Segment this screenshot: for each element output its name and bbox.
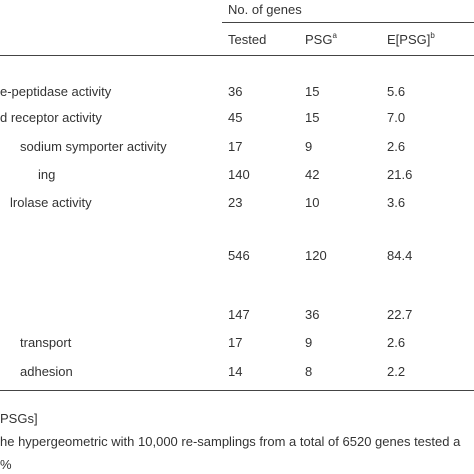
table-bottom-rule	[0, 390, 474, 391]
row-label: adhesion	[20, 364, 73, 379]
cell: 17	[228, 139, 243, 154]
cell: 14	[228, 364, 243, 379]
cell: 45	[228, 110, 243, 125]
cell: 17	[228, 335, 243, 350]
cell: 5.6	[387, 84, 406, 99]
row-label: lrolase activity	[10, 195, 92, 210]
cell: 15	[305, 110, 320, 125]
cell: 2.2	[387, 364, 406, 379]
footnote: %	[0, 457, 12, 472]
cell: 140	[228, 167, 250, 182]
column-header-text: PSG	[305, 32, 333, 47]
cell: 2.6	[387, 139, 406, 154]
row-label: transport	[20, 335, 72, 350]
footnote-marker: a	[332, 31, 337, 40]
cell: 120	[305, 248, 327, 263]
footnote: PSGs]	[0, 411, 38, 426]
cell: 36	[305, 307, 320, 322]
cell: 147	[228, 307, 250, 322]
group-header: No. of genes	[228, 2, 302, 17]
footnote-marker: b	[430, 31, 435, 40]
footnote: he hypergeometric with 10,000 re-samplin…	[0, 434, 461, 449]
column-header: E[PSG]b	[387, 32, 435, 48]
cell: 21.6	[387, 167, 413, 182]
row-label: ing	[38, 167, 56, 182]
cell: 7.0	[387, 110, 406, 125]
cell: 84.4	[387, 248, 413, 263]
column-header: Tested	[228, 32, 266, 48]
cell: 10	[305, 195, 320, 210]
column-header-text: E[PSG]	[387, 32, 431, 47]
row-label: d receptor activity	[0, 110, 102, 125]
cell: 9	[305, 139, 313, 154]
cell: 22.7	[387, 307, 413, 322]
row-label: e-peptidase activity	[0, 84, 112, 99]
cell: 15	[305, 84, 320, 99]
row-label: sodium symporter activity	[20, 139, 167, 154]
cell: 42	[305, 167, 320, 182]
header-bottom-rule	[0, 55, 474, 56]
cell: 2.6	[387, 335, 406, 350]
cell: 23	[228, 195, 243, 210]
column-header: PSGa	[305, 32, 337, 48]
cell: 8	[305, 364, 313, 379]
header-rule	[222, 22, 474, 23]
cell: 9	[305, 335, 313, 350]
cell: 3.6	[387, 195, 406, 210]
column-header-text: Tested	[228, 32, 267, 47]
cell: 36	[228, 84, 243, 99]
cell: 546	[228, 248, 250, 263]
